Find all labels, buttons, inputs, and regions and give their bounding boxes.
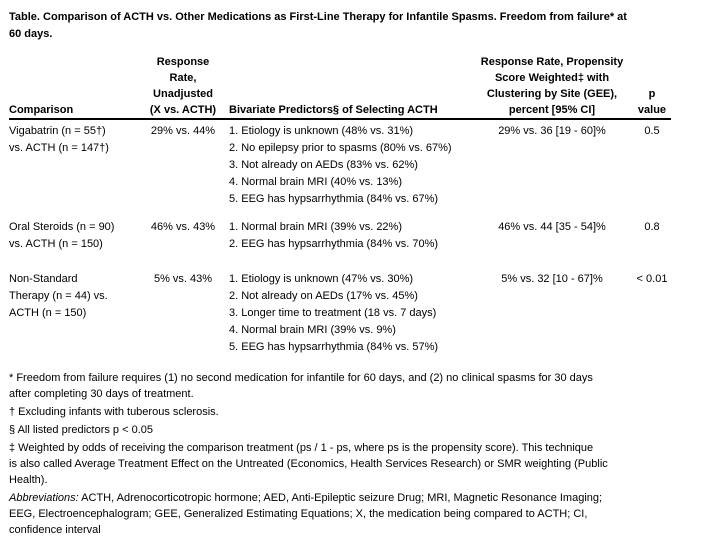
unadjusted-rate-cell: 46% vs. 43%: [150, 221, 216, 233]
footnote-listed-predictors: § All listed predictors p < 0.05: [9, 424, 153, 436]
unadjusted-rate-cell: 29% vs. 44%: [150, 125, 216, 137]
propensity-rate-cell: 29% vs. 36 [19 - 60]%: [498, 125, 606, 137]
table-row-vigabatrin: Vigabatrin (n = 55†) vs. ACTH (n = 147†)…: [9, 119, 671, 216]
predictors-cell: 1. Etiology is unknown (47% vs. 30%) 2. …: [229, 273, 439, 353]
comparison-table: Comparison Response Rate, Unadjusted (X …: [9, 54, 671, 356]
propensity-rate-cell: 5% vs. 32 [10 - 67]%: [501, 273, 603, 285]
abbreviations-text: ACTH, Adrenocorticotropic hormone; AED, …: [9, 492, 603, 536]
col-header-propensity: Response Rate, Propensity Score Weighted…: [480, 56, 624, 116]
comparison-cell: Vigabatrin (n = 55†) vs. ACTH (n = 147†): [9, 125, 109, 154]
unadjusted-rate-cell: 5% vs. 43%: [153, 273, 213, 285]
footnote-abbreviations: Abbreviations: ACTH, Adrenocorticotropic…: [9, 490, 713, 538]
p-value-cell: 0.5: [644, 125, 660, 137]
abbreviations-label: Abbreviations:: [9, 492, 79, 504]
footnotes-section: * Freedom from failure requires (1) no s…: [9, 370, 713, 538]
col-header-unadjusted: Response Rate, Unadjusted (X vs. ACTH): [149, 56, 217, 116]
footnote-excluding-infants: † Excluding infants with tuberous sclero…: [9, 406, 219, 418]
col-header-predictors: Bivariate Predictors§ of Selecting ACTH: [229, 104, 438, 116]
predictors-cell: 1. Etiology is unknown (48% vs. 31%) 2. …: [229, 125, 452, 205]
table-row-oral-steroids: Oral Steroids (n = 90) vs. ACTH (n = 150…: [9, 216, 671, 268]
comparison-cell: Non-Standard Therapy (n = 44) vs. ACTH (…: [9, 273, 108, 319]
col-header-pvalue: p value: [637, 88, 667, 116]
comparison-cell: Oral Steroids (n = 90) vs. ACTH (n = 150…: [9, 221, 115, 250]
table-title: Table. Comparison of ACTH vs. Other Medi…: [9, 11, 627, 40]
propensity-rate-cell: 46% vs. 44 [35 - 54]%: [498, 221, 606, 233]
p-value-cell: 0.8: [644, 221, 660, 233]
predictors-cell: 1. Normal brain MRI (39% vs. 22%) 2. EEG…: [229, 221, 439, 250]
footnote-weighting-method: ‡ Weighted by odds of receiving the comp…: [9, 442, 608, 486]
table-row-non-standard: Non-Standard Therapy (n = 44) vs. ACTH (…: [9, 268, 671, 356]
header-row: Comparison Response Rate, Unadjusted (X …: [9, 54, 671, 119]
footnote-freedom-from-failure: * Freedom from failure requires (1) no s…: [9, 372, 593, 400]
p-value-cell: < 0.01: [636, 273, 668, 285]
col-header-comparison: Comparison: [9, 104, 74, 116]
